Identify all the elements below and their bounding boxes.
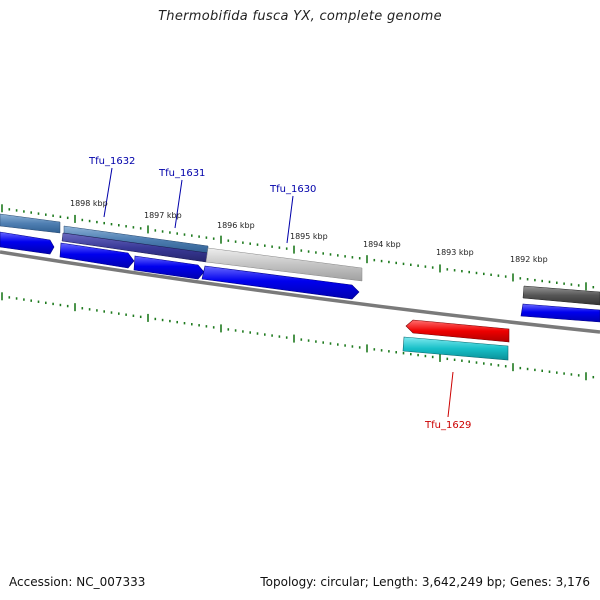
- leader-line-1632: [103, 167, 113, 218]
- gene-label-1632[interactable]: Tfu_1632: [88, 156, 135, 167]
- gene-arrow-1630[interactable]: [201, 265, 360, 300]
- tick-label-1894: 1894 kbp: [363, 240, 401, 249]
- tick-label-1893: 1893 kbp: [436, 248, 474, 257]
- gene-arrow-1632[interactable]: [59, 242, 135, 269]
- gene-label-1631[interactable]: Tfu_1631: [158, 168, 205, 179]
- tick-label-1895: 1895 kbp: [290, 232, 328, 241]
- accession-text: Accession: NC_007333: [9, 575, 146, 589]
- feature-steel-left[interactable]: [0, 213, 61, 234]
- gene-label-1629[interactable]: Tfu_1629: [424, 420, 471, 431]
- gene-label-1630[interactable]: Tfu_1630: [269, 184, 316, 195]
- gene-arrow-left[interactable]: [0, 231, 55, 255]
- map-title: Thermobifida fusca YX, complete genome: [158, 9, 442, 24]
- leader-line-1630: [286, 195, 294, 244]
- tick-label-1896: 1896 kbp: [217, 221, 255, 230]
- upper-tick-track: [1, 204, 595, 291]
- leader-line-1629: [447, 371, 454, 418]
- tick-label-1898: 1898 kbp: [70, 199, 108, 208]
- leader-line-1631: [174, 179, 183, 229]
- feature-cyan-1629[interactable]: [402, 336, 509, 361]
- genome-backbone: [0, 250, 600, 334]
- gene-arrow-1629[interactable]: [405, 319, 510, 343]
- tick-label-1897: 1897 kbp: [144, 211, 182, 220]
- gene-arrow-right[interactable]: [520, 303, 600, 323]
- topology-text: Topology: circular; Length: 3,642,249 bp…: [260, 575, 590, 589]
- tick-label-1892: 1892 kbp: [510, 255, 548, 264]
- lower-tick-track: [1, 292, 595, 381]
- feature-dark-right[interactable]: [522, 285, 600, 306]
- gene-arrow-1631[interactable]: [133, 255, 205, 280]
- feature-grey-1630[interactable]: [205, 247, 363, 282]
